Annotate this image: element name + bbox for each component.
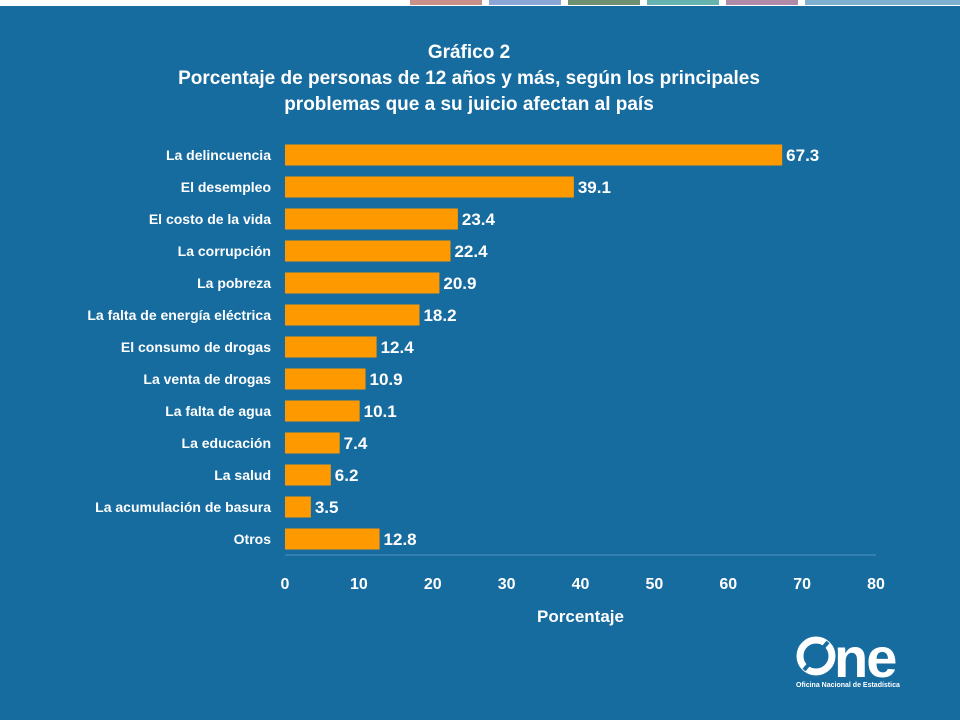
data-label: 12.8: [384, 530, 417, 549]
bar: [285, 240, 451, 262]
category-label: La salud: [214, 467, 271, 483]
top-strip-segment: [726, 0, 798, 5]
category-label: La falta de agua: [165, 403, 271, 419]
data-label: 3.5: [315, 498, 339, 517]
chart-title-block: Gráfico 2 Porcentaje de personas de 12 a…: [0, 40, 938, 118]
data-label: 6.2: [335, 466, 359, 485]
category-label: La pobreza: [197, 275, 271, 291]
category-label: La acumulación de basura: [95, 499, 271, 515]
data-label: 7.4: [344, 434, 368, 453]
one-logo-mark: [796, 636, 836, 676]
one-logo-subtitle: Oficina Nacional de Estadística: [796, 682, 900, 689]
top-strip-segment: [489, 0, 561, 5]
bar: [285, 144, 783, 166]
category-label: Otros: [234, 531, 272, 547]
x-tick-label: 0: [281, 576, 290, 593]
data-label: 18.2: [423, 306, 456, 325]
bar: [285, 368, 366, 390]
bar: [285, 304, 420, 326]
data-label: 10.9: [370, 370, 403, 389]
category-label: El consumo de drogas: [121, 339, 271, 355]
x-tick-label: 40: [572, 576, 590, 593]
one-logo-word: ne: [834, 626, 897, 689]
one-logo: ne Oficina Nacional de Estadística: [794, 626, 924, 692]
data-label: 23.4: [462, 210, 496, 229]
x-tick-label: 30: [498, 576, 516, 593]
bar: [285, 400, 360, 422]
top-strip-segment: [568, 0, 640, 5]
x-tick-label: 80: [867, 576, 885, 593]
category-label: El desempleo: [181, 179, 271, 195]
category-label: La delincuencia: [166, 147, 271, 163]
bar: [285, 432, 340, 454]
data-label: 39.1: [578, 178, 611, 197]
chart-title: Gráfico 2: [427, 42, 511, 63]
bar: [285, 528, 380, 550]
bar: [285, 464, 331, 486]
top-strip: [0, 0, 960, 6]
chart-subtitle-line-1: Porcentaje de personas de 12 años y más,…: [178, 68, 760, 89]
bar: [285, 336, 377, 358]
category-label: La educación: [182, 435, 271, 451]
top-strip-segment: [647, 0, 719, 5]
bar: [285, 176, 574, 198]
data-label: 20.9: [443, 274, 476, 293]
x-tick-label: 60: [719, 576, 737, 593]
x-tick-label: 50: [645, 576, 663, 593]
data-label: 10.1: [364, 402, 397, 421]
category-label: La corrupción: [178, 243, 271, 259]
data-label: 22.4: [454, 242, 488, 261]
bar: [285, 496, 311, 518]
top-strip-segment: [805, 0, 960, 5]
x-axis-label: Porcentaje: [537, 607, 624, 626]
chart-subtitle-line-2: problemas que a su juicio afectan al paí…: [284, 94, 654, 115]
bar: [285, 208, 458, 230]
data-label: 12.4: [381, 338, 415, 357]
x-tick-label: 20: [424, 576, 442, 593]
x-tick-label: 70: [793, 576, 811, 593]
category-label: El costo de la vida: [149, 211, 271, 227]
top-strip-segment: [410, 0, 482, 5]
bar: [285, 272, 440, 294]
data-label: 67.3: [786, 146, 819, 165]
x-tick-label: 10: [350, 576, 368, 593]
category-label: La falta de energía eléctrica: [87, 307, 271, 323]
category-label: La venta de drogas: [143, 371, 271, 387]
